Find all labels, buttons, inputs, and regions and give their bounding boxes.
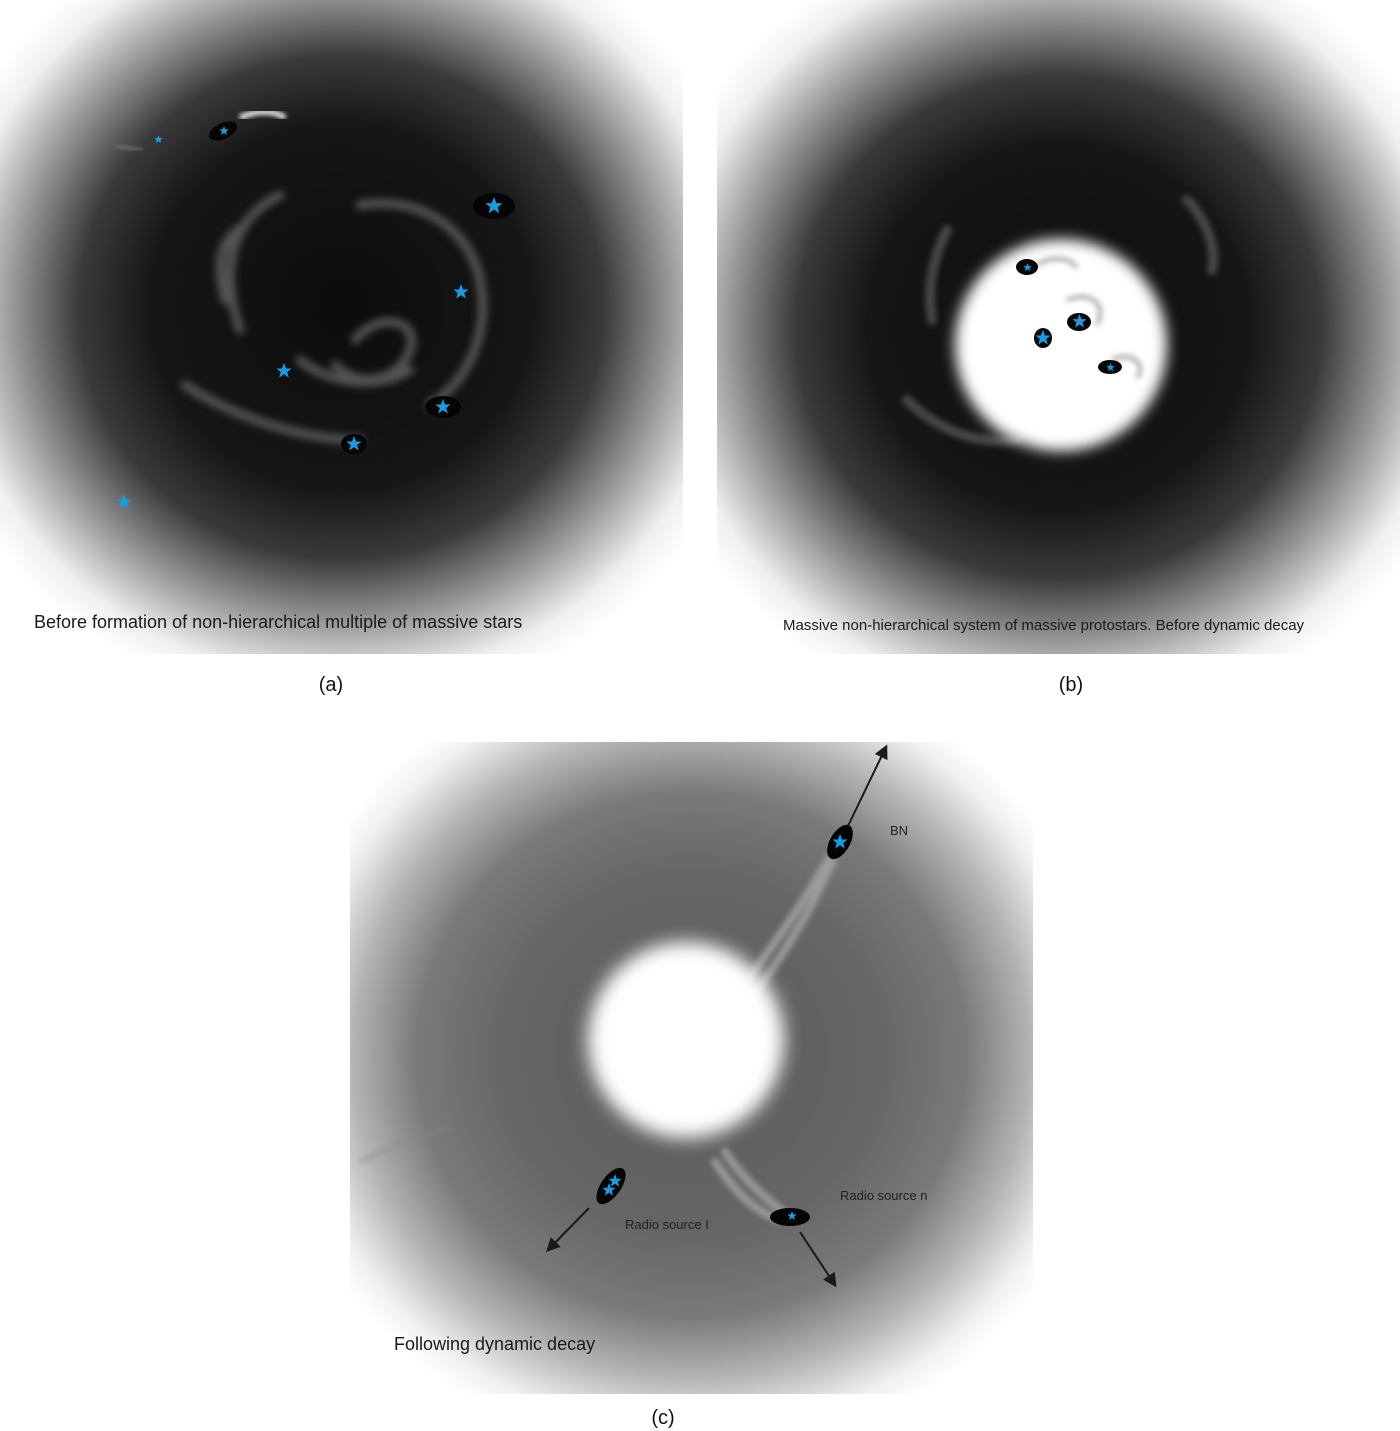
cloud-gradient bbox=[0, 0, 683, 654]
central-bright-core bbox=[588, 942, 784, 1138]
faint-filament bbox=[359, 1125, 451, 1164]
spiral-arms bbox=[180, 190, 488, 445]
panel-a-before-formation: Before formation of non-hierarchical mul… bbox=[0, 0, 683, 654]
central-bright-core bbox=[955, 239, 1167, 451]
panel-c-after-decay: BN Radio source I Radio source n Followi… bbox=[350, 742, 1033, 1394]
radio-source-i-label: Radio source I bbox=[625, 1217, 709, 1232]
panel-b-before-decay: Massive non-hierarchical system of massi… bbox=[717, 0, 1400, 654]
panel-b-illustration bbox=[717, 0, 1400, 654]
radio-source-i-motion-arrow bbox=[546, 1207, 590, 1253]
bn-label: BN bbox=[890, 823, 909, 838]
panel-a-illustration bbox=[0, 0, 683, 654]
bn-motion-arrow bbox=[847, 744, 888, 827]
panel-c-illustration bbox=[350, 742, 1033, 1394]
spiral-arms bbox=[902, 195, 1219, 446]
core-filaments bbox=[1036, 257, 1142, 379]
panel-a-label: (a) bbox=[318, 674, 344, 696]
bright-filament bbox=[238, 109, 287, 121]
panel-c-caption: Following dynamic decay bbox=[394, 1334, 596, 1354]
panel-b-label: (b) bbox=[1058, 674, 1084, 696]
radio-source-i-disk bbox=[596, 1167, 626, 1205]
faint-filament bbox=[114, 143, 143, 152]
panel-a-caption: Before formation of non-hierarchical mul… bbox=[34, 612, 523, 632]
panel-b-caption: Massive non-hierarchical system of massi… bbox=[783, 617, 1305, 634]
panel-c-label: (c) bbox=[651, 1407, 675, 1429]
radio-source-n-label: Radio source n bbox=[840, 1188, 928, 1203]
radio-source-n-motion-arrow bbox=[799, 1231, 837, 1288]
